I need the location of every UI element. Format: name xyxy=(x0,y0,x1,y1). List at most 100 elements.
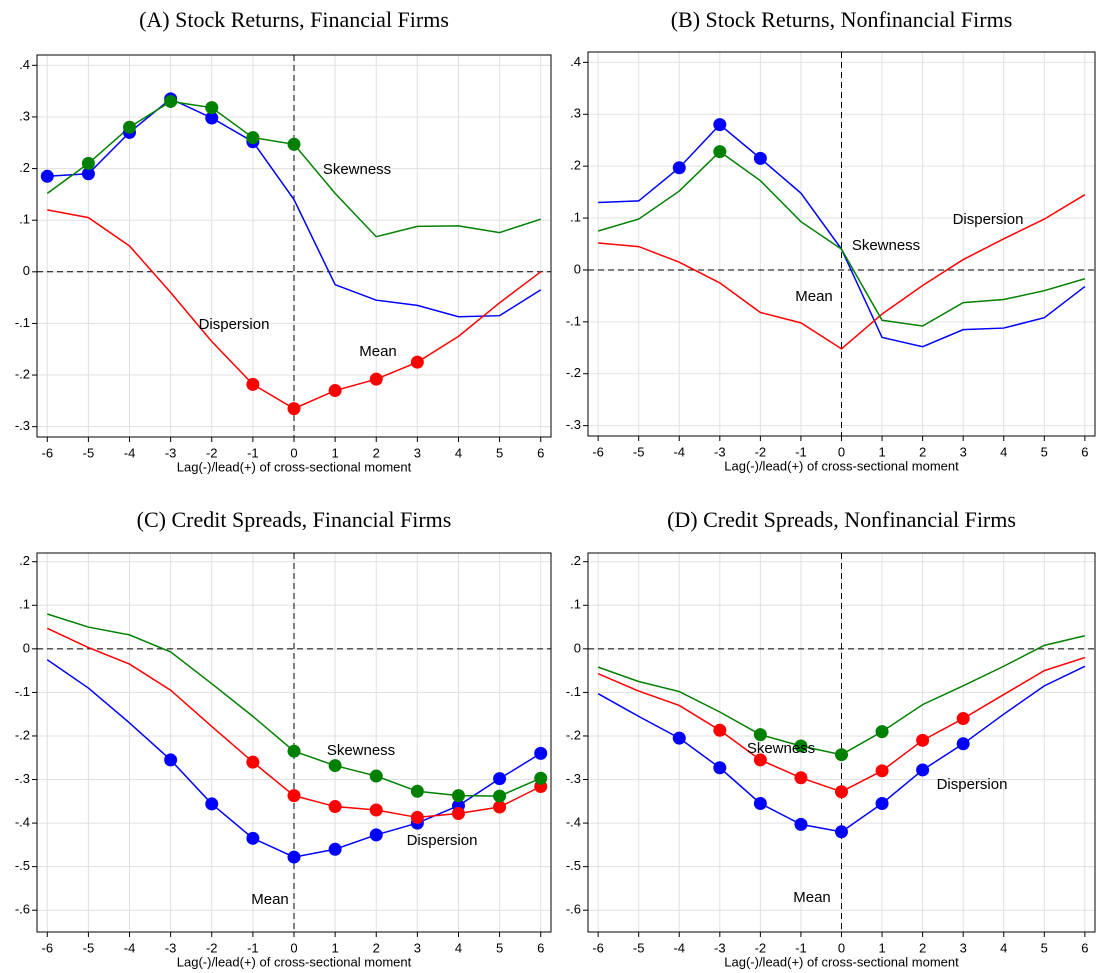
x-axis-label: Lag(-)/lead(+) of cross-sectional moment xyxy=(724,458,959,473)
panel-title: (B) Stock Returns, Nonfinancial Firms xyxy=(671,7,1013,32)
x-tick-label: 0 xyxy=(838,940,845,955)
x-tick-label: 6 xyxy=(1081,444,1088,459)
x-tick-label: -6 xyxy=(592,940,604,955)
marker xyxy=(875,764,889,778)
x-tick-label: 4 xyxy=(1000,940,1007,955)
y-tick-label: -.4 xyxy=(566,815,581,830)
marker xyxy=(794,817,808,831)
x-tick-label: 1 xyxy=(332,940,339,955)
x-tick-label: -1 xyxy=(795,444,807,459)
x-tick-label: -5 xyxy=(83,940,95,955)
x-tick-label: -5 xyxy=(83,445,95,460)
marker xyxy=(713,118,727,132)
y-tick-label: .1 xyxy=(570,597,581,612)
marker xyxy=(287,789,301,803)
marker xyxy=(672,161,686,175)
marker xyxy=(81,156,95,170)
marker xyxy=(246,831,260,845)
marker xyxy=(205,111,219,125)
series-label: Mean xyxy=(795,288,833,305)
marker xyxy=(287,850,301,864)
marker xyxy=(246,131,260,145)
y-tick-label: .2 xyxy=(19,553,30,568)
x-tick-label: -3 xyxy=(714,444,726,459)
marker xyxy=(713,761,727,775)
marker xyxy=(534,746,548,760)
marker xyxy=(916,733,930,747)
panel: (D) Credit Spreads, Nonfinancial Firms .2… xyxy=(566,507,1096,969)
y-tick-label: -.1 xyxy=(15,315,30,330)
marker xyxy=(875,796,889,810)
panel-title: (D) Credit Spreads, Nonfinancial Firms xyxy=(667,507,1016,532)
y-tick-label: .1 xyxy=(570,209,581,224)
marker xyxy=(246,377,260,391)
x-tick-label: 5 xyxy=(496,445,503,460)
x-tick-label: -1 xyxy=(247,445,259,460)
series-label: Skewness xyxy=(327,742,395,759)
marker xyxy=(123,120,137,134)
series-label: Skewness xyxy=(852,237,920,254)
marker xyxy=(246,755,260,769)
marker xyxy=(328,800,342,814)
x-tick-label: 4 xyxy=(1000,444,1007,459)
panel-title: (C) Credit Spreads, Financial Firms xyxy=(137,507,452,532)
x-tick-label: 3 xyxy=(960,940,967,955)
y-tick-label: -.3 xyxy=(566,417,581,432)
marker xyxy=(287,744,301,758)
x-axis-label: Lag(-)/lead(+) of cross-sectional moment xyxy=(177,459,412,474)
y-tick-label: .1 xyxy=(19,212,30,227)
y-tick-label: 0 xyxy=(23,263,30,278)
y-tick-label: -.1 xyxy=(566,684,581,699)
x-tick-label: 1 xyxy=(332,445,339,460)
x-tick-label: -2 xyxy=(755,940,767,955)
y-tick-label: 0 xyxy=(574,640,581,655)
marker xyxy=(835,748,848,762)
marker xyxy=(713,145,727,159)
x-tick-label: -3 xyxy=(714,940,726,955)
marker xyxy=(410,784,424,798)
y-tick-label: .3 xyxy=(19,108,30,123)
marker xyxy=(205,101,219,115)
x-tick-label: -4 xyxy=(673,940,685,955)
y-tick-label: .4 xyxy=(19,57,30,72)
marker xyxy=(164,753,178,767)
x-tick-label: -6 xyxy=(41,940,53,955)
x-tick-label: 3 xyxy=(414,940,421,955)
series-label: Skewness xyxy=(747,740,815,757)
y-tick-label: -.1 xyxy=(15,684,30,699)
x-tick-label: 0 xyxy=(290,940,297,955)
marker xyxy=(956,737,970,751)
y-tick-label: .2 xyxy=(570,553,581,568)
series-label: Dispersion xyxy=(407,832,478,849)
x-tick-label: -6 xyxy=(41,445,53,460)
marker xyxy=(328,759,342,773)
series-line xyxy=(597,150,1086,327)
y-tick-label: -.2 xyxy=(15,366,30,381)
marker xyxy=(493,772,507,786)
marker xyxy=(287,137,301,151)
x-tick-label: 0 xyxy=(838,444,845,459)
y-tick-label: .4 xyxy=(570,54,581,69)
y-tick-label: -.3 xyxy=(15,418,30,433)
panel: (C) Credit Spreads, Financial Firms .2 .1 0… xyxy=(15,507,552,969)
x-tick-label: 1 xyxy=(878,444,885,459)
x-tick-label: -3 xyxy=(165,445,177,460)
x-tick-label: -4 xyxy=(124,445,136,460)
x-axis-label: Lag(-)/lead(+) of cross-sectional moment xyxy=(724,954,959,969)
y-tick-label: -.2 xyxy=(15,727,30,742)
y-tick-label: -.2 xyxy=(566,727,581,742)
y-tick-label: -.2 xyxy=(566,365,581,380)
marker xyxy=(369,803,383,817)
panel-title: (A) Stock Returns, Financial Firms xyxy=(139,7,449,32)
x-tick-label: 3 xyxy=(414,445,421,460)
y-tick-label: .1 xyxy=(19,597,30,612)
y-tick-label: -.1 xyxy=(566,313,581,328)
x-tick-label: 1 xyxy=(878,940,885,955)
x-tick-label: -1 xyxy=(795,940,807,955)
marker xyxy=(328,842,342,856)
x-tick-label: 6 xyxy=(537,940,544,955)
y-tick-label: -.5 xyxy=(15,858,30,873)
series-label: Skewness xyxy=(323,161,391,178)
panel: (B) Stock Returns, Nonfinancial Firms .4.… xyxy=(566,7,1096,473)
